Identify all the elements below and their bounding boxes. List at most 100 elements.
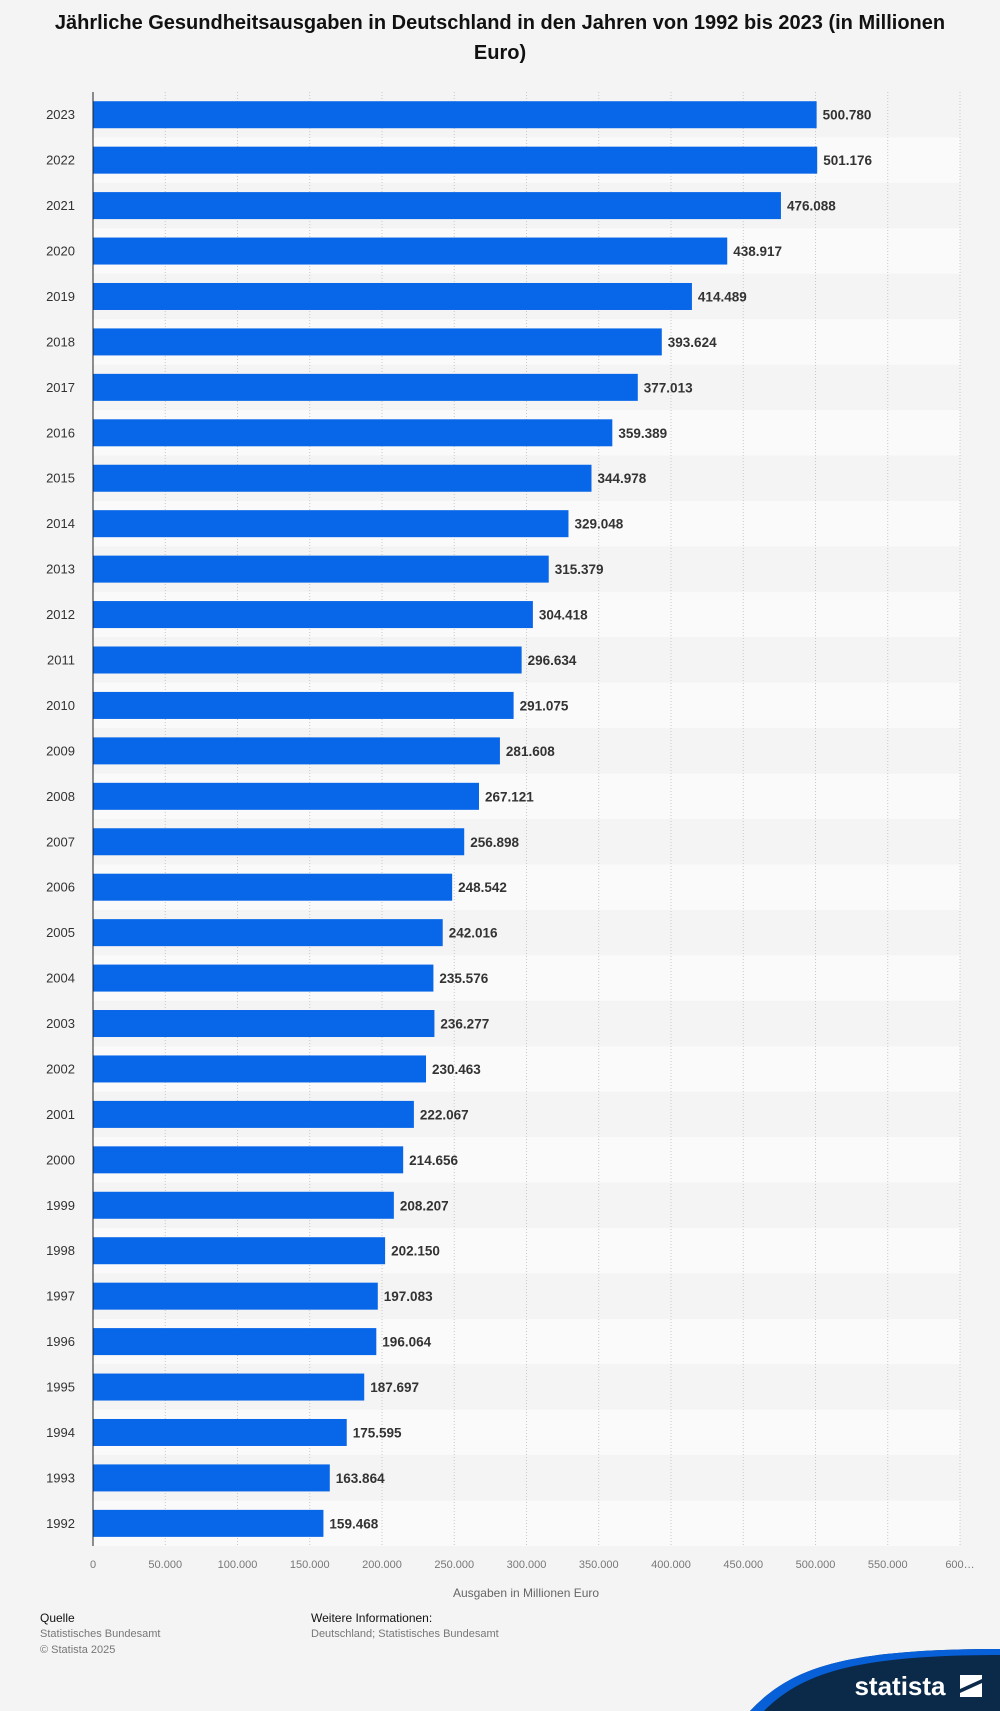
x-tick-label: 300.000 xyxy=(507,1559,547,1571)
x-tick-label: 100.000 xyxy=(218,1559,258,1571)
bar-2022 xyxy=(93,146,818,174)
info-heading: Weitere Informationen: xyxy=(311,1611,433,1625)
bar-2004 xyxy=(93,964,434,992)
value-label: 281.608 xyxy=(506,744,555,759)
value-label: 329.048 xyxy=(574,517,623,532)
year-label: 2016 xyxy=(46,425,75,440)
bar-2009 xyxy=(93,737,500,765)
bar-2002 xyxy=(93,1055,427,1083)
bar-2001 xyxy=(93,1100,414,1128)
x-tick-label: 400.000 xyxy=(651,1559,691,1571)
x-tick-label: 50.000 xyxy=(148,1559,182,1571)
year-label: 2018 xyxy=(46,334,75,349)
year-label: 2006 xyxy=(46,880,75,895)
value-label: 208.207 xyxy=(400,1198,449,1213)
value-label: 197.083 xyxy=(384,1289,433,1304)
year-label: 2005 xyxy=(46,925,75,940)
year-label: 2000 xyxy=(46,1152,75,1167)
year-label: 2023 xyxy=(46,107,75,122)
bar-2006 xyxy=(93,873,453,901)
value-label: 196.064 xyxy=(382,1335,431,1350)
bar-2000 xyxy=(93,1146,404,1174)
value-label: 175.595 xyxy=(353,1425,402,1440)
x-tick-label: 150.000 xyxy=(290,1559,330,1571)
x-tick-label: 200.000 xyxy=(362,1559,402,1571)
year-label: 2013 xyxy=(46,562,75,577)
x-tick-label: 500.000 xyxy=(796,1559,836,1571)
value-label: 235.576 xyxy=(439,971,488,986)
year-label: 1999 xyxy=(46,1198,75,1213)
bar-2003 xyxy=(93,1010,435,1038)
bar-2018 xyxy=(93,328,662,356)
bar-2015 xyxy=(93,464,592,492)
x-tick-label: 600… xyxy=(945,1559,974,1571)
year-label: 2001 xyxy=(46,1107,75,1122)
year-label: 2022 xyxy=(46,153,75,168)
value-label: 414.489 xyxy=(698,289,747,304)
x-ticks: 0 50.000 100.000 150.000 200.000 250.000 300.0… xyxy=(90,1559,975,1571)
info-block: Weitere Informationen: Deutschland; Stat… xyxy=(311,1610,499,1642)
year-label: 2015 xyxy=(46,471,75,486)
year-label: 1998 xyxy=(46,1243,75,1258)
bar-1993 xyxy=(93,1464,330,1492)
value-label: 187.697 xyxy=(370,1380,419,1395)
bar-2017 xyxy=(93,373,638,401)
bar-2005 xyxy=(93,919,443,947)
value-label: 501.176 xyxy=(823,153,872,168)
year-label: 2003 xyxy=(46,1016,75,1031)
bar-2023 xyxy=(93,101,817,129)
brand-name: statista xyxy=(854,1671,946,1701)
value-label: 222.067 xyxy=(420,1107,469,1122)
year-label: 2021 xyxy=(46,198,75,213)
value-label: 230.463 xyxy=(432,1062,481,1077)
source-line: Statistisches Bundesamt xyxy=(40,1628,161,1640)
bar-2008 xyxy=(93,782,479,810)
x-tick-label: 0 xyxy=(90,1559,96,1571)
source-block: Quelle Statistisches Bundesamt © Statist… xyxy=(40,1610,160,1658)
info-line: Deutschland; Statistisches Bundesamt xyxy=(311,1628,499,1640)
bar-chart: 2023 500.780 2022 501.176 2021 476.088 2020 438… xyxy=(46,92,975,1600)
year-label: 1997 xyxy=(46,1289,75,1304)
bar-2013 xyxy=(93,555,549,583)
bar-2021 xyxy=(93,192,781,220)
bars xyxy=(93,101,818,1537)
x-axis-label: Ausgaben in Millionen Euro xyxy=(453,1586,599,1600)
value-label: 202.150 xyxy=(391,1244,440,1259)
year-label: 2007 xyxy=(46,834,75,849)
statista-logo[interactable]: statista xyxy=(750,1649,1000,1711)
year-label: 2009 xyxy=(46,743,75,758)
bar-1998 xyxy=(93,1237,386,1265)
year-label: 2017 xyxy=(46,380,75,395)
value-label: 248.542 xyxy=(458,880,507,895)
bar-2011 xyxy=(93,646,522,674)
bar-2020 xyxy=(93,237,728,265)
labels: 2023 500.780 2022 501.176 2021 476.088 2020 438… xyxy=(46,107,872,1531)
x-tick-label: 450.000 xyxy=(723,1559,763,1571)
x-tick-label: 350.000 xyxy=(579,1559,619,1571)
year-label: 2011 xyxy=(47,653,75,668)
brand-mark-icon xyxy=(960,1675,982,1697)
row-bands xyxy=(93,92,960,1547)
year-label: 2014 xyxy=(46,516,75,531)
value-label: 163.864 xyxy=(336,1471,385,1486)
x-tick-label: 250.000 xyxy=(434,1559,474,1571)
year-label: 1993 xyxy=(46,1470,75,1485)
bar-1997 xyxy=(93,1282,378,1310)
bar-2016 xyxy=(93,419,613,447)
year-label: 1992 xyxy=(46,1516,75,1531)
value-label: 236.277 xyxy=(440,1017,489,1032)
year-label: 1995 xyxy=(46,1380,75,1395)
year-label: 2008 xyxy=(46,789,75,804)
year-label: 2002 xyxy=(46,1061,75,1076)
year-label: 2010 xyxy=(46,698,75,713)
value-label: 377.013 xyxy=(644,380,693,395)
bar-2014 xyxy=(93,510,569,538)
year-label: 2004 xyxy=(46,971,75,986)
year-label: 2019 xyxy=(46,289,75,304)
value-label: 500.780 xyxy=(823,108,872,123)
bar-2007 xyxy=(93,828,465,856)
value-label: 256.898 xyxy=(470,835,519,850)
value-label: 159.468 xyxy=(329,1516,378,1531)
x-tick-label: 550.000 xyxy=(868,1559,908,1571)
value-label: 344.978 xyxy=(597,471,646,486)
